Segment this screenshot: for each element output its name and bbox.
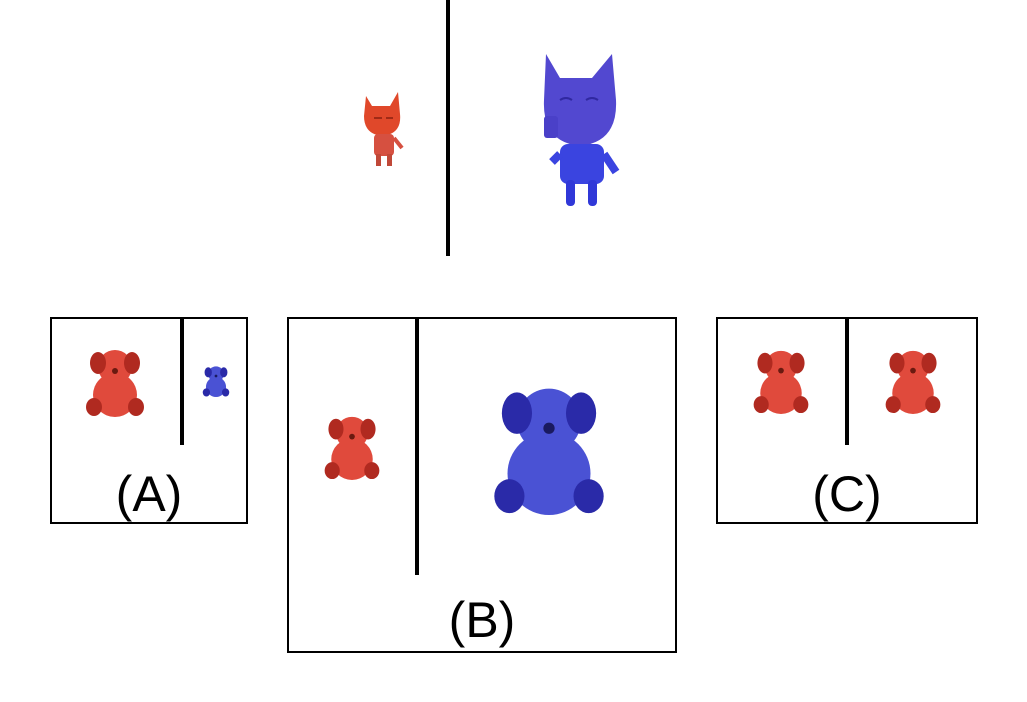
option-a-panel[interactable]: (A): [50, 317, 248, 524]
red-bear-figure: [324, 416, 380, 480]
option-a-label: (A): [115, 466, 183, 522]
blue-bear-figure: [494, 388, 604, 515]
option-c-panel[interactable]: (C): [716, 317, 978, 524]
option-c-divider: [845, 319, 849, 445]
option-b-divider: [415, 319, 419, 575]
option-c-label: (C): [812, 466, 882, 522]
red-bear-figure: [86, 350, 144, 417]
red-bear-figure: [885, 350, 941, 414]
blue-bear-figure: [202, 366, 230, 397]
option-b-label: (B): [448, 592, 516, 648]
option-a-divider: [180, 319, 184, 445]
red-cat-figure: [364, 92, 404, 166]
blue-cat-figure: [543, 54, 620, 206]
option-b-panel[interactable]: (B): [287, 317, 677, 653]
red-bear-figure: [753, 350, 809, 414]
top-divider: [446, 0, 450, 256]
